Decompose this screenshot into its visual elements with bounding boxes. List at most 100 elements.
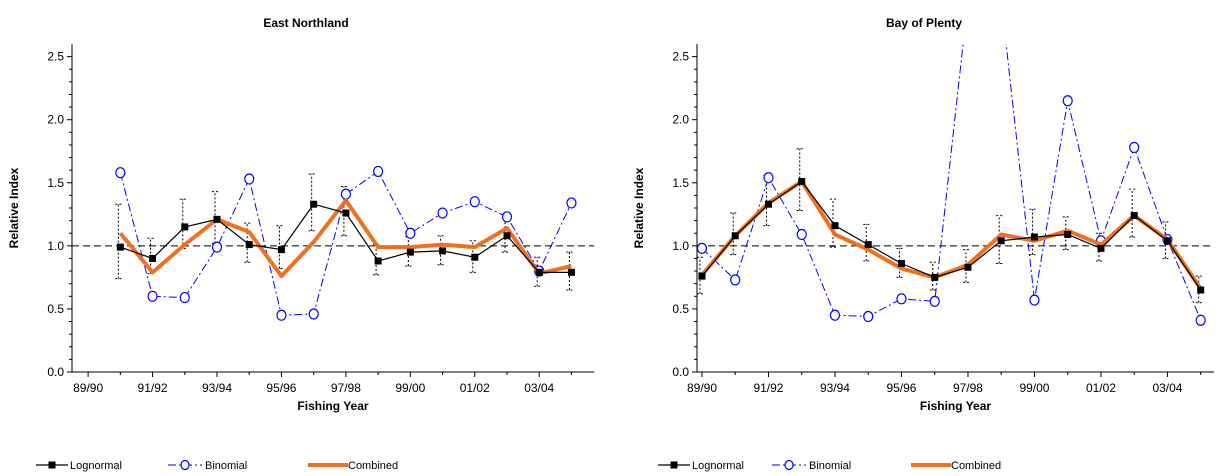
legend-label-combined: Combined — [951, 460, 1001, 472]
point-binomial — [244, 173, 255, 185]
x-tick-label: 91/92 — [138, 381, 168, 395]
chart-title: Bay of Plenty — [886, 16, 962, 30]
chart-panel-east-northland: East Northland Relative Index Fishing Year… — [7, 16, 594, 472]
x-axis-label: Fishing Year — [297, 399, 368, 413]
x-tick-label: 01/02 — [1086, 381, 1116, 395]
legend-label-lognormal: Lognormal — [70, 460, 122, 472]
y-tick-label: 0.0 — [672, 365, 689, 379]
point-binomial — [929, 295, 940, 307]
x-tick-label: 03/04 — [524, 381, 554, 395]
point-binomial — [997, 0, 1006, 5]
point-lognormal — [310, 200, 318, 208]
point-binomial — [405, 227, 416, 239]
point-lognormal — [831, 222, 839, 230]
point-binomial — [863, 310, 874, 323]
legend-label-combined: Combined — [348, 460, 398, 472]
point-binomial — [763, 172, 774, 184]
point-binomial — [1129, 141, 1140, 154]
point-binomial — [340, 188, 351, 200]
point-binomial — [566, 197, 577, 209]
point-binomial — [115, 167, 126, 179]
point-lognormal — [1097, 244, 1105, 252]
point-lognormal — [503, 232, 511, 240]
legend-marker-binomial — [180, 459, 190, 471]
point-binomial — [697, 242, 708, 254]
point-binomial — [796, 228, 807, 241]
x-tick-label: 89/90 — [687, 381, 717, 395]
x-tick-label: 97/98 — [331, 381, 361, 395]
y-axis-label: Relative Index — [7, 167, 21, 248]
point-binomial — [896, 293, 907, 305]
legend-label-binomial: Binomial — [809, 460, 851, 472]
point-binomial — [437, 207, 448, 219]
x-tick-label: 99/00 — [1019, 381, 1049, 395]
point-lognormal — [245, 241, 253, 249]
point-lognormal — [471, 253, 479, 261]
y-tick-label: 0.5 — [47, 302, 64, 316]
x-tick-label: 01/02 — [460, 381, 490, 395]
point-lognormal — [374, 257, 382, 265]
x-tick-label: 93/94 — [202, 381, 232, 395]
plot-area — [115, 165, 577, 321]
y-tick-label: 2.0 — [672, 113, 689, 127]
x-tick-label: 99/00 — [395, 381, 425, 395]
point-lognormal — [406, 248, 414, 256]
point-binomial — [211, 241, 223, 253]
series-line-binomial — [701, 44, 1202, 321]
point-lognormal — [698, 272, 706, 280]
point-lognormal — [1197, 286, 1205, 294]
y-tick-label: 0.5 — [672, 302, 689, 316]
y-tick-label: 2.5 — [47, 50, 64, 64]
chart-panel-bay-of-plenty: Bay of Plenty Relative Index Fishing Year 0… — [611, 0, 1222, 476]
series-line-lognormal — [701, 180, 1202, 291]
point-binomial — [276, 309, 287, 321]
y-tick-label: 1.0 — [672, 239, 689, 253]
point-lognormal — [116, 243, 124, 251]
y-tick-label: 1.5 — [47, 176, 64, 190]
series-line-combined — [118, 198, 572, 279]
y-axis-label: Relative Index — [632, 167, 646, 248]
point-lognormal — [997, 237, 1005, 245]
point-lognormal — [897, 260, 905, 268]
point-lognormal — [213, 215, 221, 223]
point-lognormal — [342, 209, 350, 217]
x-tick-label: 93/94 — [820, 381, 850, 395]
point-binomial — [963, 0, 972, 5]
x-tick-label: 95/96 — [266, 381, 296, 395]
point-lognormal — [964, 263, 972, 271]
point-lognormal — [277, 246, 285, 254]
y-tick-label: 2.5 — [672, 50, 689, 64]
point-lognormal — [181, 223, 189, 231]
x-axis-label: Fishing Year — [920, 399, 991, 413]
y-tick-label: 1.0 — [47, 239, 64, 253]
point-binomial — [373, 165, 384, 178]
point-binomial — [829, 309, 841, 321]
point-lognormal — [764, 200, 772, 208]
y-tick-label: 1.5 — [672, 176, 689, 190]
point-lognormal — [931, 273, 939, 281]
point-binomial — [1195, 314, 1206, 326]
point-lognormal — [864, 241, 872, 249]
x-tick-label: 95/96 — [886, 381, 916, 395]
legend-marker-binomial — [784, 459, 794, 471]
chart-title: East Northland — [263, 16, 348, 30]
chart-bay-of-plenty: Bay of Plenty Relative Index Fishing Year 0… — [632, 0, 1214, 472]
point-binomial — [147, 290, 158, 302]
legend-marker-lognormal — [670, 461, 678, 469]
point-lognormal — [1030, 233, 1038, 241]
point-lognormal — [535, 268, 543, 276]
point-lognormal — [567, 268, 575, 276]
point-lognormal — [149, 254, 157, 262]
point-lognormal — [798, 178, 806, 186]
point-lognormal — [1130, 212, 1138, 220]
legend-marker-lognormal — [48, 461, 56, 469]
y-tick-label: 0.0 — [47, 365, 64, 379]
point-binomial — [308, 308, 319, 320]
point-binomial — [1062, 95, 1073, 107]
point-binomial — [730, 274, 741, 286]
series-line-binomial — [119, 170, 572, 316]
point-lognormal — [439, 247, 447, 255]
point-lognormal — [731, 232, 739, 240]
x-tick-label: 91/92 — [753, 381, 783, 395]
